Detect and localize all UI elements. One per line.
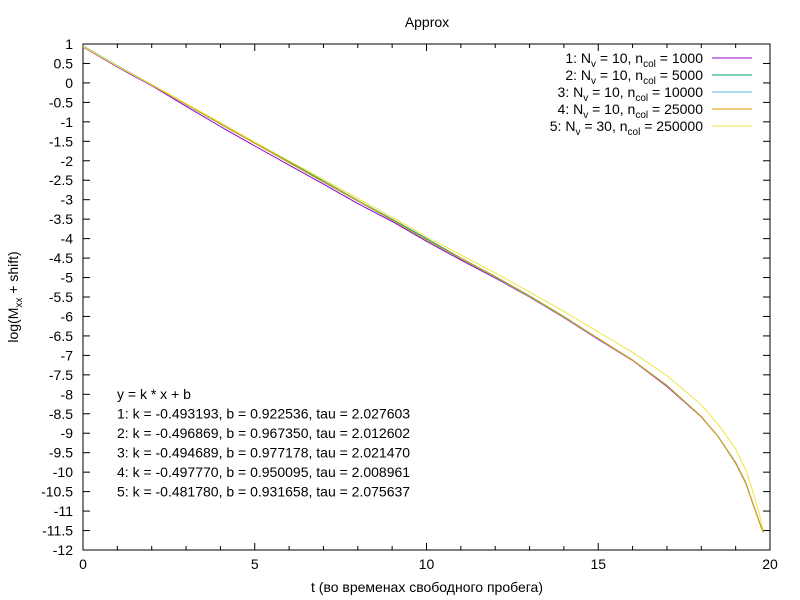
y-tick-label: -3: [61, 192, 74, 208]
y-tick-label: -6: [61, 308, 74, 324]
legend-text-part: = 5000: [656, 67, 703, 83]
y-tick-label: -2: [61, 153, 74, 169]
x-tick-label: 10: [419, 556, 435, 572]
legend-text-part: col: [635, 93, 648, 104]
series-line-5: [82, 46, 764, 531]
legend-text-part: col: [643, 59, 656, 70]
legend-text-part: = 10, n: [596, 50, 643, 66]
legend-entry-3: 3: Nv = 10, ncol = 10000: [558, 84, 704, 104]
y-tick-label: -1.5: [49, 133, 73, 149]
legend-text-part: = 25000: [648, 101, 703, 117]
y-tick-label: -4: [61, 231, 74, 247]
legend-text-part: = 1000: [656, 50, 703, 66]
fit-line: 2: k = -0.496869, b = 0.967350, tau = 2.…: [117, 425, 410, 441]
x-axis-ticks: 0 5 10 15 20: [79, 44, 778, 572]
x-tick-label: 20: [762, 556, 778, 572]
fit-line: 1: k = -0.493193, b = 0.922536, tau = 2.…: [117, 406, 410, 422]
y-tick-label: -1: [61, 114, 74, 130]
fit-line: 5: k = -0.481780, b = 0.931658, tau = 2.…: [117, 484, 410, 500]
y-tick-label: -9: [61, 425, 74, 441]
legend-text-part: 1: N: [565, 50, 591, 66]
legend-text-part: 4: N: [558, 101, 584, 117]
y-axis-label: log(Mxx + shift): [5, 251, 25, 342]
y-tick-label: 1: [65, 36, 73, 52]
fit-results: y = k * x + b 1: k = -0.493193, b = 0.922…: [117, 386, 410, 500]
y-tick-label: -6.5: [49, 328, 73, 344]
legend-text-part: v: [575, 127, 580, 138]
y-tick-label: -3.5: [49, 211, 73, 227]
fit-line: 4: k = -0.497770, b = 0.950095, tau = 2.…: [117, 464, 410, 480]
legend-text-part: v: [583, 93, 588, 104]
y-tick-label: -11.5: [42, 523, 73, 539]
y-tick-label: -9.5: [49, 445, 73, 461]
y-tick-label: 0: [65, 75, 73, 91]
y-tick-label: -0.5: [49, 94, 73, 110]
legend-text-part: = 10, n: [588, 84, 635, 100]
legend-entry-2: 2: Nv = 10, ncol = 5000: [565, 67, 703, 87]
y-tick-label: -8: [61, 386, 74, 402]
legend-text-part: = 250000: [640, 118, 703, 134]
fit-line: y = k * x + b: [117, 386, 191, 402]
legend-text-part: col: [628, 127, 641, 138]
legend-entry-1: 1: Nv = 10, ncol = 1000: [565, 50, 703, 70]
y-tick-label: -10: [53, 464, 73, 480]
y-tick-label: -5: [61, 270, 74, 286]
y-tick-label: -5.5: [49, 289, 73, 305]
legend-text-part: col: [643, 76, 656, 87]
y-tick-label: -7.5: [49, 367, 73, 383]
legend-text-part: = 30, n: [580, 118, 627, 134]
legend-text-part: = 10, n: [588, 101, 635, 117]
x-tick-label: 0: [79, 556, 87, 572]
legend-text-part: v: [583, 110, 588, 121]
x-axis-label: t (во временах свободного пробега): [311, 579, 543, 595]
y-axis-ticks: 1 0.5 0 -0.5 -1 -1.5 -2 -2.5 -3 -3.5 -4 -4.5 -5 -5.5 -…: [41, 36, 770, 558]
y-axis-label-main: log(M: [5, 308, 21, 343]
y-tick-label: -12: [53, 542, 73, 558]
series-line-4: [82, 45, 764, 533]
x-tick-label: 15: [590, 556, 606, 572]
legend-text-part: col: [635, 110, 648, 121]
y-axis-label-tail: + shift): [5, 251, 21, 297]
legend-text-part: 3: N: [558, 84, 584, 100]
series-layer: [82, 45, 764, 533]
chart-title: Approx: [405, 14, 449, 30]
fit-line: 3: k = -0.494689, b = 0.977178, tau = 2.…: [117, 445, 410, 461]
y-tick-label: -7: [61, 347, 74, 363]
legend-entry-4: 4: Nv = 10, ncol = 25000: [558, 101, 704, 121]
y-tick-label: -10.5: [41, 484, 73, 500]
x-tick-label: 5: [251, 556, 259, 572]
legend-text-part: 2: N: [565, 67, 591, 83]
legend-text-part: 5: N: [550, 118, 576, 134]
legend-entry-5: 5: Nv = 30, ncol = 250000: [550, 118, 703, 138]
y-tick-label: -8.5: [49, 406, 73, 422]
legend-text-part: v: [591, 59, 596, 70]
legend-text-part: = 10000: [648, 84, 703, 100]
y-tick-label: -11: [54, 503, 73, 519]
y-tick-label: -2.5: [49, 172, 73, 188]
y-tick-label: -4.5: [49, 250, 73, 266]
y-tick-label: 0.5: [54, 55, 74, 71]
legend-text-part: = 10, n: [596, 67, 643, 83]
legend-text-part: v: [591, 76, 596, 87]
y-axis-label-sub: xx: [14, 298, 25, 308]
